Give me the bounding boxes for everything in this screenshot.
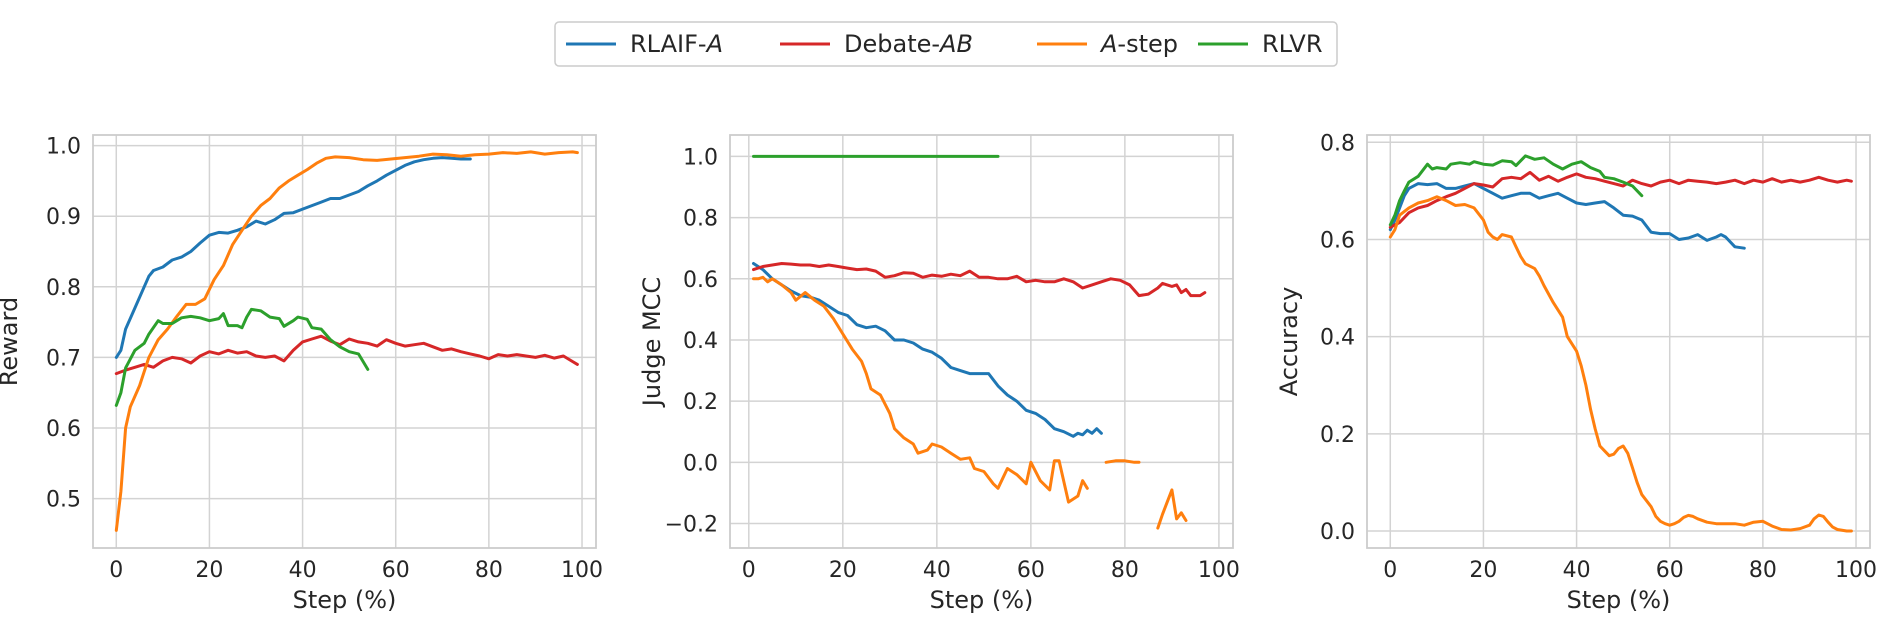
series-line-debate-ab: [1388, 170, 1853, 229]
y-tick-label: 0.5: [46, 488, 81, 513]
x-tick-label: 100: [561, 558, 603, 583]
legend-label-debate-ab: Debate-AB: [844, 30, 973, 58]
reward-panel: 0 20 40 60 80 100 0.5 0.6 0.7 0.8 0.9 1.0 Step (%) Re…: [0, 134, 603, 614]
x-tick-label: 20: [1469, 558, 1497, 583]
plot-frame: [92, 134, 597, 549]
x-tick-label: 80: [1111, 558, 1139, 583]
y-tick-label: 0.6: [683, 268, 718, 293]
series-line-debate-ab: [752, 262, 1207, 298]
x-axis-label: Step (%): [1567, 586, 1671, 614]
series-line-debate-ab: [114, 334, 579, 376]
accuracy-panel: 0 20 40 60 80 100 0.0 0.2 0.4 0.6 0.8 Step (%) Accur…: [1275, 131, 1877, 614]
y-tick-label: 0.6: [1320, 228, 1355, 253]
series-group: [752, 154, 1207, 530]
x-axis-label: Step (%): [293, 586, 397, 614]
y-tick-label: −0.2: [665, 513, 718, 538]
x-tick-label: 0: [1383, 558, 1397, 583]
x-tick-label: 20: [829, 558, 857, 583]
x-tick-label: 40: [1563, 558, 1591, 583]
y-tick-label: 0.2: [683, 390, 718, 415]
series-line-a-step: [752, 275, 1089, 504]
y-tick-label: 0.8: [46, 276, 81, 301]
x-tick-label: 100: [1198, 558, 1240, 583]
judge-mcc-panel: 0 20 40 60 80 100 −0.2 0.0 0.2 0.4 0.6 0.8 1.0 Step (…: [638, 134, 1240, 614]
y-tick-label: 0.0: [683, 451, 718, 476]
x-tick-label: 0: [742, 558, 756, 583]
plot-frame: [1366, 134, 1871, 549]
series-group: [114, 150, 579, 532]
y-tick-label: 0.2: [1320, 423, 1355, 448]
series-line-a-step: [1156, 488, 1188, 530]
y-tick-label: 0.6: [46, 417, 81, 442]
series-line-rlvr: [114, 307, 370, 407]
y-tick-label: 0.4: [1320, 326, 1355, 351]
y-tick-label: 0.9: [46, 205, 81, 230]
legend-label-rlvr: RLVR: [1262, 30, 1323, 58]
y-tick-label: 0.8: [683, 207, 718, 232]
legend-box: [554, 21, 1338, 67]
y-axis-label: Reward: [0, 297, 23, 386]
series-line-a-step: [1388, 195, 1853, 533]
legend: RLAIF-A Debate-AB A-step RLVR: [554, 21, 1338, 67]
y-tick-label: 0.8: [1320, 131, 1355, 156]
series-line-rlaif-a: [1388, 182, 1746, 250]
x-tick-label: 100: [1835, 558, 1877, 583]
series-line-rlaif-a: [752, 262, 1103, 438]
y-axis-label: Judge MCC: [638, 277, 666, 408]
x-tick-label: 60: [1656, 558, 1684, 583]
x-tick-label: 80: [1749, 558, 1777, 583]
x-tick-label: 0: [109, 558, 123, 583]
series-line-a-step: [1104, 459, 1141, 464]
y-tick-label: 0.0: [1320, 520, 1355, 545]
y-tick-label: 0.7: [46, 346, 81, 371]
legend-label-stepa: A-step: [1099, 30, 1178, 58]
series-line-rlvr: [1388, 154, 1644, 227]
y-tick-label: 1.0: [46, 135, 81, 160]
legend-label-rlaif-a: RLAIF-A: [630, 30, 723, 58]
series-line-a-step: [114, 150, 579, 532]
y-tick-label: 1.0: [683, 145, 718, 170]
y-axis-label: Accuracy: [1275, 287, 1303, 397]
x-tick-label: 80: [475, 558, 503, 583]
y-tick-label: 0.4: [683, 329, 718, 354]
plot-frame: [729, 134, 1234, 549]
x-axis-label: Step (%): [930, 586, 1034, 614]
x-tick-label: 60: [382, 558, 410, 583]
x-tick-label: 20: [195, 558, 223, 583]
x-tick-label: 40: [289, 558, 317, 583]
series-group: [1388, 154, 1853, 533]
x-tick-label: 60: [1017, 558, 1045, 583]
x-tick-label: 40: [923, 558, 951, 583]
series-line-rlaif-a: [114, 156, 472, 359]
